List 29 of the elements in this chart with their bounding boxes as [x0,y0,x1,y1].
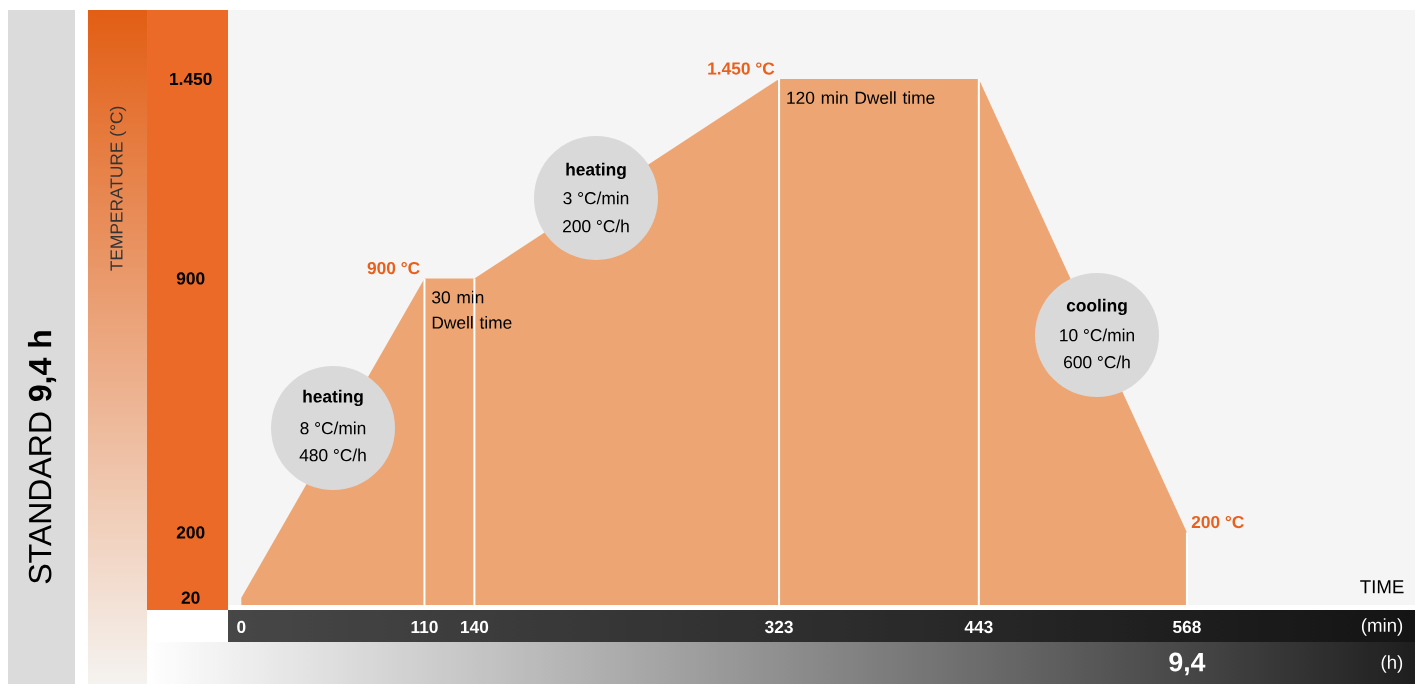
y-tick-label: 200 [176,526,205,539]
data-label: 200 °C [1191,515,1244,529]
annotation: 200 °C/h [563,219,629,233]
data-label: 1.450 °C [708,62,775,75]
x-tick-label: 110 [411,620,438,634]
text: STANDARD 9,4 h [27,331,57,584]
y-axis-title: TEMPERATURE (°C) [109,106,127,271]
ref-line-label: 120 min Dwell time [787,91,935,104]
annotation: heating [303,389,363,407]
x-tick-label: 140 [461,620,489,634]
text: (h) [1381,655,1403,673]
annotation: 8 °C/min [300,421,366,435]
x-axis-title: TIME [1360,580,1404,594]
annotation: heating [566,162,626,180]
x-tick-label: 323 [764,620,793,634]
data-label: 900 °C [367,261,420,275]
text: (min) [1361,618,1403,636]
x-tick-label: 0 [237,620,246,634]
annotation: cooling [1066,298,1127,316]
annotation: 480 °C/h [299,448,366,462]
annotation: 3 °C/min [563,191,629,205]
y-tick-label: 20 [181,591,200,604]
y-tick-label: 1.450 [170,72,212,86]
y-tick-label: 900 [176,272,205,285]
x-tick-label: 568 [1173,620,1201,634]
x-tick-label: 443 [964,620,993,634]
annotation: 10 °C/min [1060,328,1134,342]
annotation: 600 °C/h [1064,355,1130,369]
text: 9,4 [1169,652,1206,676]
